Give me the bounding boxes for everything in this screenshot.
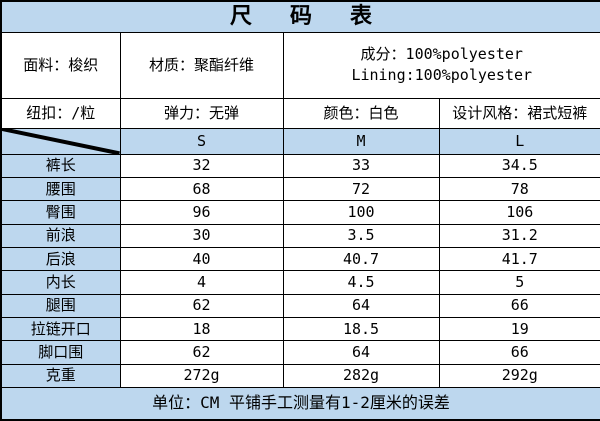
- cell-value: 72: [282, 176, 440, 202]
- table-row-waist: 腰围 68 72 78: [0, 176, 600, 202]
- cell-value: 40.7: [282, 246, 440, 272]
- table-row-pant-length: 裤长 32 33 34.5: [0, 153, 600, 178]
- cell-value: 19: [438, 316, 600, 342]
- footer-note: 单位：CM 平铺手工测量有1-2厘米的误差: [0, 386, 600, 421]
- cell-value: 78: [438, 176, 600, 202]
- column-header-l: L: [438, 128, 600, 155]
- cell-value: 62: [119, 293, 284, 318]
- cell-value: 30: [119, 223, 284, 248]
- cell-value: 33: [282, 153, 440, 178]
- cell-value: 18.5: [282, 316, 440, 342]
- composition-line-1: 成分：100%polyester: [360, 44, 523, 63]
- diagonal-line: [2, 129, 120, 153]
- row-label: 腿围: [0, 293, 121, 318]
- row-label: 脚口围: [0, 340, 121, 365]
- cell-value: 64: [282, 340, 440, 365]
- row-label: 内长: [0, 270, 121, 295]
- table-row-hip: 臀围 96 100 106: [0, 200, 600, 225]
- diagonal-header-cell: [0, 128, 121, 155]
- cell-value: 292g: [438, 363, 600, 388]
- cell-value: 64: [282, 293, 440, 318]
- table-row-zipper-opening: 拉链开口 18 18.5 19: [0, 316, 600, 342]
- title-row: 尺码表: [0, 0, 600, 33]
- row-label: 后浪: [0, 246, 121, 272]
- cell-value: 31.2: [438, 223, 600, 248]
- color-cell: 颜色：白色: [282, 97, 440, 130]
- size-header-row: S M L: [0, 128, 600, 155]
- cell-value: 34.5: [438, 153, 600, 178]
- cell-value: 32: [119, 153, 284, 178]
- design-style-cell: 设计风格：裙式短裤: [438, 97, 600, 130]
- cell-value: 3.5: [282, 223, 440, 248]
- elasticity-cell: 弹力：无弹: [119, 97, 284, 130]
- cell-value: 18: [119, 316, 284, 342]
- cell-value: 106: [438, 200, 600, 225]
- row-label: 腰围: [0, 176, 121, 202]
- row-label: 克重: [0, 363, 121, 388]
- table-row-weight: 克重 272g 282g 292g: [0, 363, 600, 388]
- composition-line-2: Lining:100%polyester: [351, 66, 533, 85]
- cell-value: 100: [282, 200, 440, 225]
- cell-value: 68: [119, 176, 284, 202]
- column-header-m: M: [282, 128, 440, 155]
- info-row-1: 面料：梭织 材质：聚酯纤维 成分：100%polyester Lining:10…: [0, 31, 600, 99]
- row-label: 裤长: [0, 153, 121, 178]
- cell-value: 96: [119, 200, 284, 225]
- composition-cell: 成分：100%polyester Lining:100%polyester: [282, 31, 600, 99]
- cell-value: 40: [119, 246, 284, 272]
- cell-value: 4.5: [282, 270, 440, 295]
- cell-value: 5: [438, 270, 600, 295]
- fabric-cell: 面料：梭织: [0, 31, 121, 99]
- row-label: 前浪: [0, 223, 121, 248]
- footer-row: 单位：CM 平铺手工测量有1-2厘米的误差: [0, 386, 600, 421]
- table-row-leg-opening: 脚口围 62 64 66: [0, 340, 600, 365]
- table-row-back-rise: 后浪 40 40.7 41.7: [0, 246, 600, 272]
- cell-value: 62: [119, 340, 284, 365]
- table-row-thigh: 腿围 62 64 66: [0, 293, 600, 318]
- cell-value: 4: [119, 270, 284, 295]
- column-header-s: S: [119, 128, 284, 155]
- table-row-inseam: 内长 4 4.5 5: [0, 270, 600, 295]
- cell-value: 66: [438, 340, 600, 365]
- page-title: 尺码表: [0, 0, 600, 33]
- cell-value: 272g: [119, 363, 284, 388]
- cell-value: 282g: [282, 363, 440, 388]
- info-row-2: 纽扣：/粒 弹力：无弹 颜色：白色 设计风格：裙式短裤: [0, 97, 600, 130]
- buttons-cell: 纽扣：/粒: [0, 97, 121, 130]
- table-row-front-rise: 前浪 30 3.5 31.2: [0, 223, 600, 248]
- cell-value: 41.7: [438, 246, 600, 272]
- row-label: 臀围: [0, 200, 121, 225]
- row-label: 拉链开口: [0, 316, 121, 342]
- material-cell: 材质：聚酯纤维: [119, 31, 284, 99]
- cell-value: 66: [438, 293, 600, 318]
